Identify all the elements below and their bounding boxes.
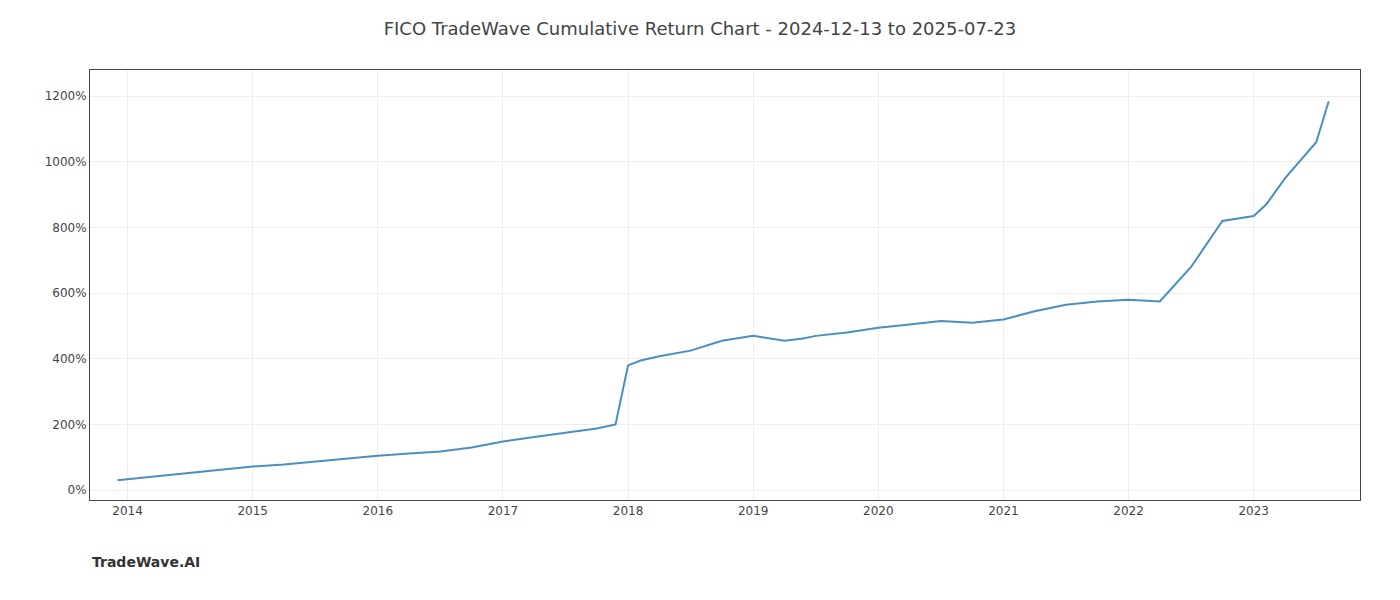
svg-text:FICO TradeWave Cumulative Retu: FICO TradeWave Cumulative Return Chart -… [384,18,1017,39]
svg-text:0%: 0% [68,483,87,497]
svg-text:2015: 2015 [237,504,268,518]
svg-text:2017: 2017 [488,504,519,518]
svg-text:2016: 2016 [363,504,394,518]
svg-text:2018: 2018 [613,504,644,518]
svg-text:TradeWave.AI: TradeWave.AI [92,554,200,570]
svg-text:600%: 600% [52,286,86,300]
svg-text:1000%: 1000% [45,155,87,169]
svg-text:1200%: 1200% [45,89,87,103]
svg-text:2022: 2022 [1113,504,1144,518]
svg-text:2019: 2019 [738,504,769,518]
svg-text:2020: 2020 [863,504,894,518]
svg-text:2014: 2014 [112,504,143,518]
svg-text:400%: 400% [52,352,86,366]
svg-text:2021: 2021 [988,504,1019,518]
svg-text:200%: 200% [52,418,86,432]
svg-text:800%: 800% [52,221,86,235]
svg-text:2023: 2023 [1238,504,1269,518]
